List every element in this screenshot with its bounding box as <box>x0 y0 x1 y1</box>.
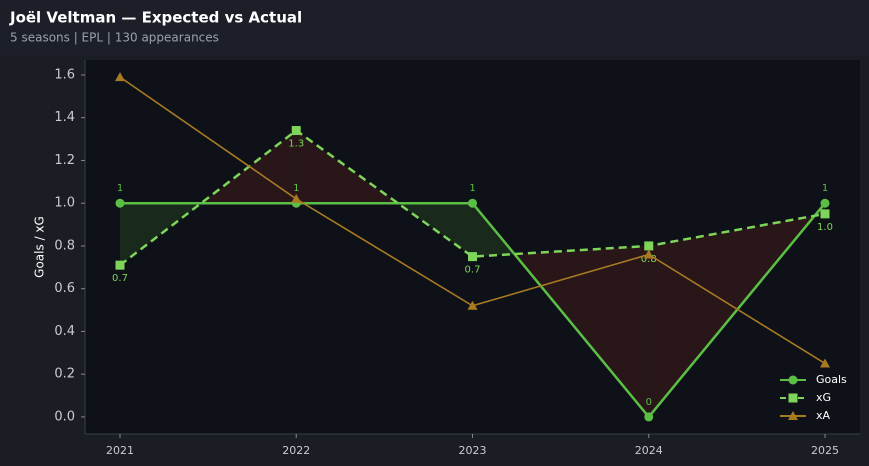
data-label: 1 <box>117 183 123 194</box>
y-tick-label: 0.4 <box>54 324 75 339</box>
legend-label: xA <box>816 409 831 422</box>
y-axis-label: Goals / xG <box>33 216 47 278</box>
plot-area <box>85 60 860 434</box>
data-label: 0.8 <box>641 254 657 265</box>
chart-subtitle: 5 seasons | EPL | 130 appearances <box>10 31 219 45</box>
y-tick-label: 1.6 <box>54 67 75 82</box>
point <box>468 252 477 262</box>
data-label: 1 <box>293 183 299 194</box>
point <box>644 241 654 251</box>
chart-title: Joël Veltman — Expected vs Actual <box>9 9 302 27</box>
point <box>115 198 125 208</box>
y-tick-label: 1.4 <box>54 110 75 125</box>
y-tick-label: 1.2 <box>54 153 75 168</box>
data-label: 1 <box>469 183 475 194</box>
x-tick-label: 2024 <box>635 444 663 457</box>
x-tick-label: 2023 <box>459 444 487 457</box>
point <box>115 260 125 270</box>
data-label: 1 <box>822 183 828 194</box>
y-tick-label: 0.0 <box>54 409 75 424</box>
point <box>644 412 654 422</box>
legend-label: xG <box>816 391 831 404</box>
point <box>820 209 830 219</box>
data-label: 0 <box>646 397 652 408</box>
y-tick-label: 0.6 <box>54 281 75 296</box>
point <box>291 193 302 203</box>
point <box>115 72 125 82</box>
x-tick-label: 2025 <box>811 444 839 457</box>
legend-label: Goals <box>816 373 847 386</box>
y-tick-label: 0.2 <box>54 367 75 382</box>
legend-marker <box>788 375 798 385</box>
data-label: 1.3 <box>288 139 304 150</box>
point <box>820 358 830 368</box>
point <box>467 300 478 310</box>
series-line <box>119 128 826 267</box>
x-tick-label: 2021 <box>106 444 134 457</box>
difference-fill <box>514 245 649 417</box>
y-tick-label: 1.0 <box>54 196 75 211</box>
y-tick-label: 0.8 <box>54 238 75 253</box>
data-label: 0.7 <box>465 265 481 276</box>
legend-marker <box>788 393 798 403</box>
data-label: 1.0 <box>817 222 833 233</box>
x-tick-label: 2022 <box>282 444 310 457</box>
point <box>643 249 654 259</box>
difference-fill <box>120 203 202 266</box>
point <box>820 198 830 208</box>
point <box>468 198 477 208</box>
legend-marker <box>788 411 798 420</box>
header <box>0 0 869 55</box>
data-label: 0.7 <box>112 273 128 284</box>
point <box>291 126 301 136</box>
